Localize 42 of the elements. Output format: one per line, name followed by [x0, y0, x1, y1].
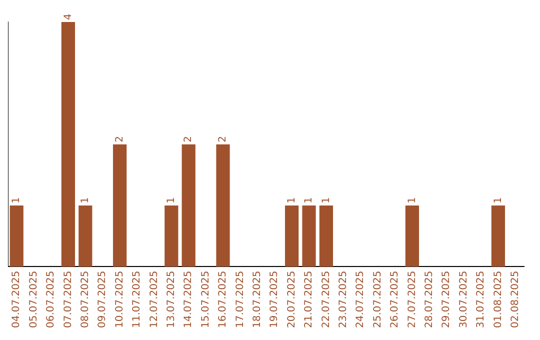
x-tick-label: 17.07.2025	[234, 270, 246, 328]
data-label: 1	[166, 197, 177, 204]
x-tick-label: 05.07.2025	[28, 270, 40, 328]
data-label: 1	[304, 197, 315, 204]
x-tick-label: 08.07.2025	[80, 270, 91, 328]
data-label: 2	[183, 136, 194, 142]
data-label: 1	[80, 197, 91, 204]
x-tick-label: 01.08.2025	[492, 270, 504, 328]
x-tick-label: 12.07.2025	[148, 270, 160, 328]
x-tick-label: 14.07.2025	[183, 270, 194, 328]
x-tick-label: 28.07.2025	[424, 270, 435, 328]
x-tick-label: 10.07.2025	[114, 270, 126, 328]
x-tick-label: 22.07.2025	[320, 270, 332, 328]
data-label: 1	[286, 197, 298, 204]
x-tick-label: 06.07.2025	[46, 270, 57, 328]
x-tick-label: 26.07.2025	[390, 270, 401, 328]
x-tick-label: 24.07.2025	[355, 270, 366, 328]
x-tick-label: 18.07.2025	[252, 270, 263, 328]
x-tick-label: 11.07.2025	[132, 270, 143, 328]
x-tick-label: 29.07.2025	[441, 270, 452, 328]
x-tick-label: 13.07.2025	[166, 270, 177, 328]
data-label: 1	[492, 197, 504, 204]
x-tick-label: 25.07.2025	[372, 270, 384, 328]
x-tick-label: 23.07.2025	[338, 270, 349, 328]
data-label: 2	[218, 136, 229, 142]
data-label: 1	[406, 197, 418, 204]
x-tick-label: 19.07.2025	[269, 270, 280, 328]
data-label: 4	[62, 14, 74, 20]
data-label: 1	[320, 197, 332, 204]
x-tick-label: 31.07.2025	[476, 270, 487, 328]
x-tick-label: 20.07.2025	[286, 270, 298, 328]
x-tick-label: 04.07.2025	[11, 270, 22, 328]
x-tick-label: 15.07.2025	[200, 270, 212, 328]
x-tick-label: 27.07.2025	[406, 270, 418, 328]
x-tick-label: 09.07.2025	[97, 270, 108, 328]
data-label: 2	[114, 136, 126, 142]
x-tick-label: 02.08.2025	[510, 270, 521, 328]
x-tick-label: 16.07.2025	[218, 270, 229, 328]
x-tick-label: 21.07.2025	[304, 270, 315, 328]
x-tick-label: 07.07.2025	[62, 270, 74, 328]
x-tick-label: 30.07.2025	[458, 270, 470, 328]
data-label: 1	[11, 197, 22, 204]
